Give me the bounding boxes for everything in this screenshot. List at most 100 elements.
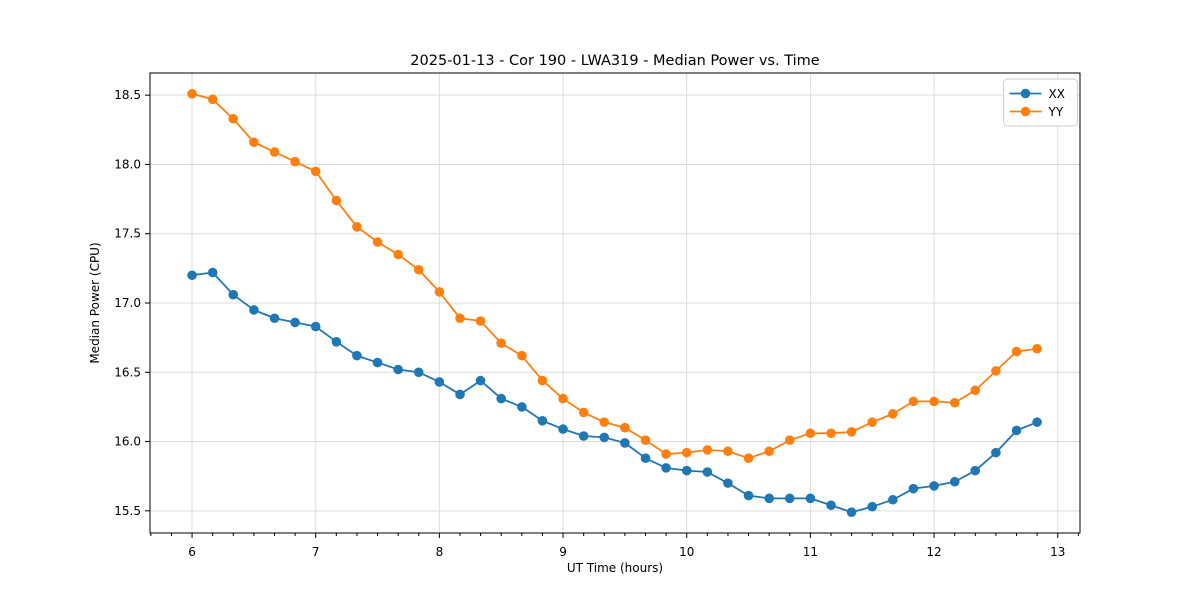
axes-layer: 6 7 8 9 10 11 12 13 15.5 16.0 16.5 17.0 17.5 18.0 18.5 [114,72,1081,559]
data-point-xx [352,350,362,361]
data-point-xx [784,493,795,504]
data-point-yy [393,249,404,260]
data-point-yy [207,94,218,105]
data-point-xx [455,389,465,400]
data-point-xx [702,467,713,477]
data-point-xx [310,321,321,332]
data-point-yy [475,316,486,326]
data-point-xx [537,415,548,426]
data-point-yy [640,435,651,445]
data-point-yy [290,156,300,167]
legend-box [1003,78,1078,127]
data-point-xx [846,507,857,518]
data-point-xx [558,424,568,434]
data-point-yy [743,453,754,463]
x-tick-label: 11 [803,545,818,559]
data-point-xx [228,289,239,300]
data-point-yy [888,409,898,419]
data-point-yy [908,396,919,407]
x-tick-label: 8 [436,545,444,559]
data-point-xx [207,267,218,278]
data-point-yy [558,393,568,404]
y-axis-label: Median Power (CPU) [88,242,102,363]
data-point-yy [1011,346,1022,357]
y-tick-label: 18.5 [114,88,141,102]
data-point-yy [331,195,342,206]
data-point-yy [249,137,259,148]
legend-layer: XX YY [1003,78,1078,127]
data-point-xx [434,377,445,387]
data-point-xx [743,490,754,501]
data-point-xx [331,336,342,347]
x-tick-label: 6 [188,545,196,559]
y-tick-label: 17.0 [114,296,141,310]
y-tick-label: 16.5 [114,365,141,379]
data-point-xx [599,432,610,443]
data-point-xx [620,438,630,448]
data-point-xx [517,402,527,412]
data-point-xx [372,357,383,368]
data-point-yy [517,350,527,361]
data-point-yy [970,385,981,396]
y-tick-label: 16.0 [114,435,141,449]
data-point-xx [578,431,589,441]
data-point-xx [888,494,898,505]
data-point-xx [929,481,939,491]
data-point-xx [269,313,280,324]
data-point-yy [723,446,733,457]
data-point-yy [496,338,507,348]
legend-marker-yy [1020,106,1031,117]
data-point-xx [1011,425,1022,436]
chart-title: 2025-01-13 - Cor 190 - LWA319 - Median P… [410,53,819,69]
data-point-yy [949,397,960,408]
data-point-yy [681,447,692,458]
data-point-yy [310,166,321,177]
data-point-xx [991,447,1001,458]
data-point-xx [496,393,507,404]
data-point-yy [929,396,939,407]
data-point-yy [413,264,424,275]
legend-label-xx: XX [1049,87,1065,101]
data-point-xx [187,270,197,281]
data-point-xx [723,478,733,488]
data-point-xx [413,367,424,378]
data-point-xx [290,317,300,328]
data-point-xx [949,476,960,487]
data-point-xx [661,463,671,473]
data-point-yy [537,375,548,386]
x-tick-label: 13 [1050,545,1065,559]
y-tick-label: 18.0 [114,157,141,171]
x-tick-label: 9 [559,545,567,559]
data-point-yy [846,427,857,437]
data-point-yy [372,237,383,247]
data-point-xx [681,465,692,476]
grid-layer [150,73,1080,533]
data-point-yy [620,422,630,433]
series-layer [187,88,1042,518]
data-point-yy [578,407,589,418]
data-point-yy [867,417,878,427]
data-point-yy [784,435,795,445]
legend-marker-xx [1020,88,1031,99]
data-point-xx [764,493,775,504]
series-line-xx [191,271,1038,514]
data-point-yy [1032,343,1042,354]
data-point-yy [702,445,713,455]
y-tick-label: 17.5 [114,227,141,241]
data-point-yy [352,221,362,232]
x-tick-label: 10 [679,545,694,559]
data-point-xx [867,501,878,512]
y-tick-label: 15.5 [114,504,141,518]
data-point-yy [991,366,1001,376]
data-point-xx [640,453,651,463]
data-point-yy [455,313,465,324]
data-point-yy [228,113,239,124]
x-axis-label: UT Time (hours) [567,561,663,575]
data-point-xx [908,483,919,494]
data-point-yy [599,417,610,427]
data-point-xx [1032,417,1042,427]
data-point-xx [826,500,836,511]
data-point-yy [805,428,816,439]
data-point-xx [805,493,816,504]
